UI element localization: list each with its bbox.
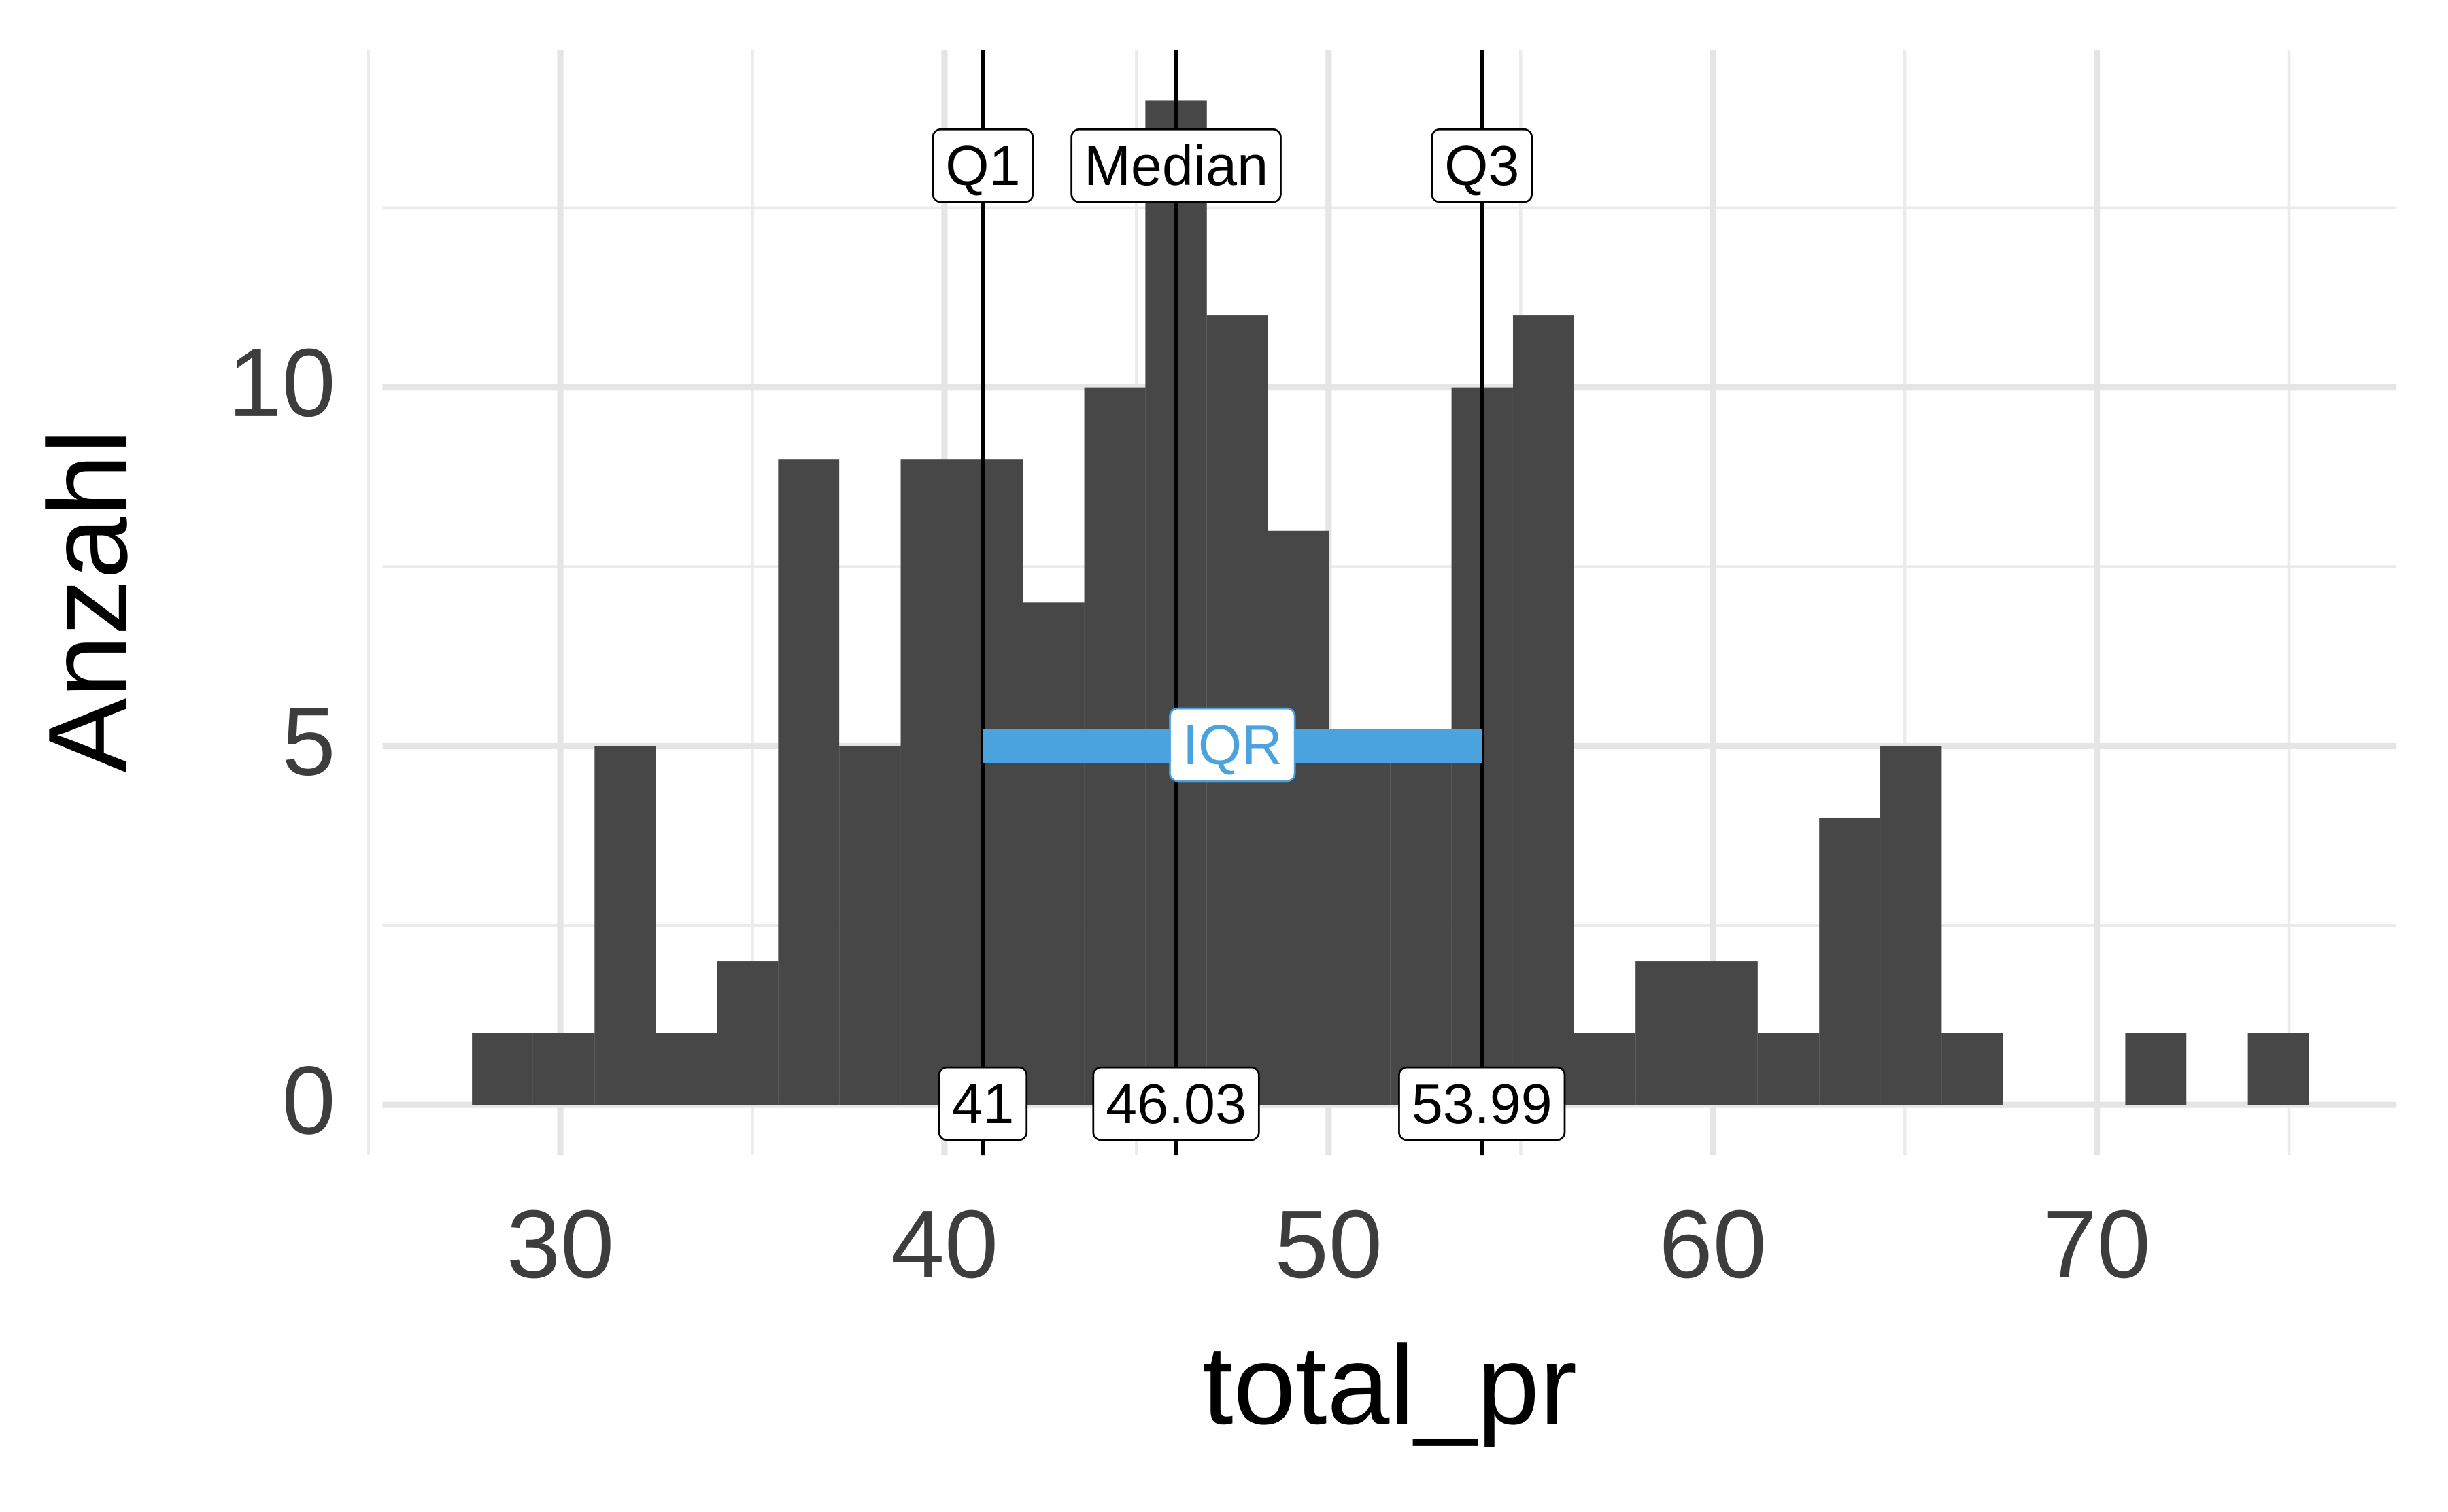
bar — [778, 459, 840, 1105]
quantile-value-group: 46.03 — [1092, 1066, 1260, 1141]
bar — [1574, 1033, 1636, 1105]
bar — [1390, 746, 1452, 1105]
quantile-name-box — [1070, 128, 1282, 203]
bar — [532, 1033, 595, 1105]
quantile-name: Median — [1084, 134, 1268, 197]
iqr-label: IQR — [1183, 713, 1282, 776]
x-tick-label: 40 — [891, 1190, 998, 1299]
iqr-label-group: IQR — [1169, 707, 1296, 783]
bar — [2247, 1033, 2309, 1105]
y-tick-label: 10 — [228, 329, 335, 437]
quantile-value: 46.03 — [1106, 1072, 1246, 1135]
quantile-value-box — [938, 1066, 1028, 1141]
quantile-value-box — [1398, 1066, 1566, 1141]
bar — [1023, 602, 1085, 1105]
quantile-name: Q3 — [1444, 134, 1519, 197]
bar — [1329, 746, 1391, 1105]
quantile-value-group: 41 — [938, 1066, 1028, 1141]
bar — [1941, 1033, 2003, 1105]
quantile-value: 41 — [951, 1072, 1014, 1135]
y-tick-label: 0 — [282, 1046, 335, 1154]
bar — [962, 459, 1023, 1105]
bar — [839, 746, 901, 1105]
bar — [1696, 961, 1758, 1105]
y-tick-label: 5 — [282, 688, 335, 796]
quantile-name: Q1 — [945, 134, 1020, 197]
bar — [1635, 961, 1697, 1105]
quantile-value-group: 53.99 — [1398, 1066, 1566, 1141]
quantile-name-box — [1431, 128, 1533, 203]
x-tick-label: 60 — [1659, 1190, 1767, 1299]
x-tick-label: 70 — [2043, 1190, 2150, 1299]
bar — [1880, 746, 1942, 1105]
bar — [1268, 530, 1329, 1105]
bar — [1757, 1033, 1820, 1105]
bar — [1819, 817, 1881, 1105]
iqr-label-box — [1169, 707, 1296, 783]
bar — [1512, 315, 1574, 1105]
y-axis-title: Anzahl — [25, 429, 151, 772]
bar — [900, 459, 962, 1105]
quantile-name-group: Median — [1070, 128, 1282, 203]
quantile-name-group: Q3 — [1431, 128, 1533, 203]
bar — [656, 1033, 717, 1105]
bar — [717, 961, 779, 1105]
bar — [472, 1033, 533, 1105]
bar — [594, 746, 656, 1105]
x-tick-label: 50 — [1275, 1190, 1382, 1299]
quantile-value: 53.99 — [1412, 1072, 1552, 1135]
bar — [2125, 1033, 2187, 1105]
quantile-name-box — [932, 128, 1034, 203]
x-axis-title: total_pr — [1202, 1322, 1577, 1448]
x-tick-label: 30 — [507, 1190, 614, 1299]
quantile-value-box — [1092, 1066, 1260, 1141]
quantile-name-group: Q1 — [932, 128, 1034, 203]
